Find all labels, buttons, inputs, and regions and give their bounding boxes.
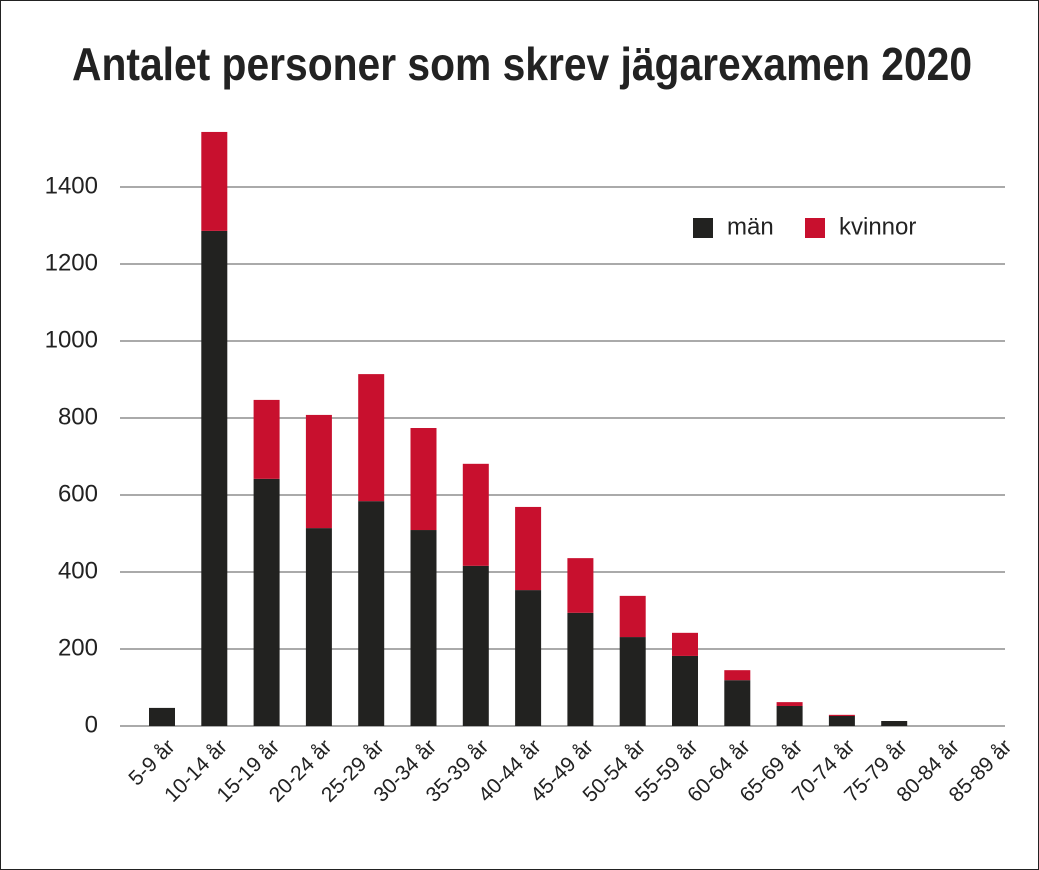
bar-segment: [358, 374, 385, 502]
bar-segment: [201, 230, 228, 726]
bar-segment: [410, 428, 437, 531]
bar-segment: [828, 715, 855, 726]
bar-segment: [776, 705, 803, 726]
bar-segment: [724, 680, 751, 726]
chart-title: Antalet personer som skrev jägarexamen 2…: [72, 38, 972, 90]
bar-segment: [515, 590, 542, 726]
bar-segment: [305, 528, 332, 726]
y-tick-label: 400: [58, 557, 98, 584]
bar-segment: [776, 702, 803, 706]
bar-segment: [828, 714, 855, 716]
y-tick-label: 800: [58, 403, 98, 430]
legend-swatch: [693, 218, 713, 238]
bar-segment: [253, 478, 280, 726]
bar-segment: [201, 131, 228, 231]
bar-segment: [462, 463, 489, 566]
bar-segment: [619, 637, 646, 726]
bar-segment: [567, 558, 594, 613]
y-tick-label: 600: [58, 480, 98, 507]
bar-segment: [881, 720, 908, 726]
bar-segment: [149, 707, 175, 726]
legend-label: män: [727, 213, 774, 240]
bar-segment: [305, 414, 332, 529]
bar-segment: [253, 399, 280, 479]
legend-swatch: [805, 218, 825, 238]
bar-segment: [515, 506, 542, 591]
bar-segment: [724, 670, 751, 681]
bar-segment: [619, 595, 646, 638]
bar-segment: [672, 655, 698, 726]
bar-segment: [410, 530, 437, 726]
bar-segment: [567, 612, 594, 726]
legend-label: kvinnor: [839, 213, 916, 240]
y-tick-label: 200: [58, 634, 98, 661]
y-tick-label: 1200: [45, 249, 98, 276]
y-tick-label: 1400: [45, 172, 98, 199]
bar-segment: [672, 632, 698, 656]
y-tick-label: 1000: [45, 326, 98, 353]
y-tick-label: 0: [85, 711, 98, 738]
bar-segment: [358, 501, 385, 726]
bar-segment: [462, 565, 489, 726]
